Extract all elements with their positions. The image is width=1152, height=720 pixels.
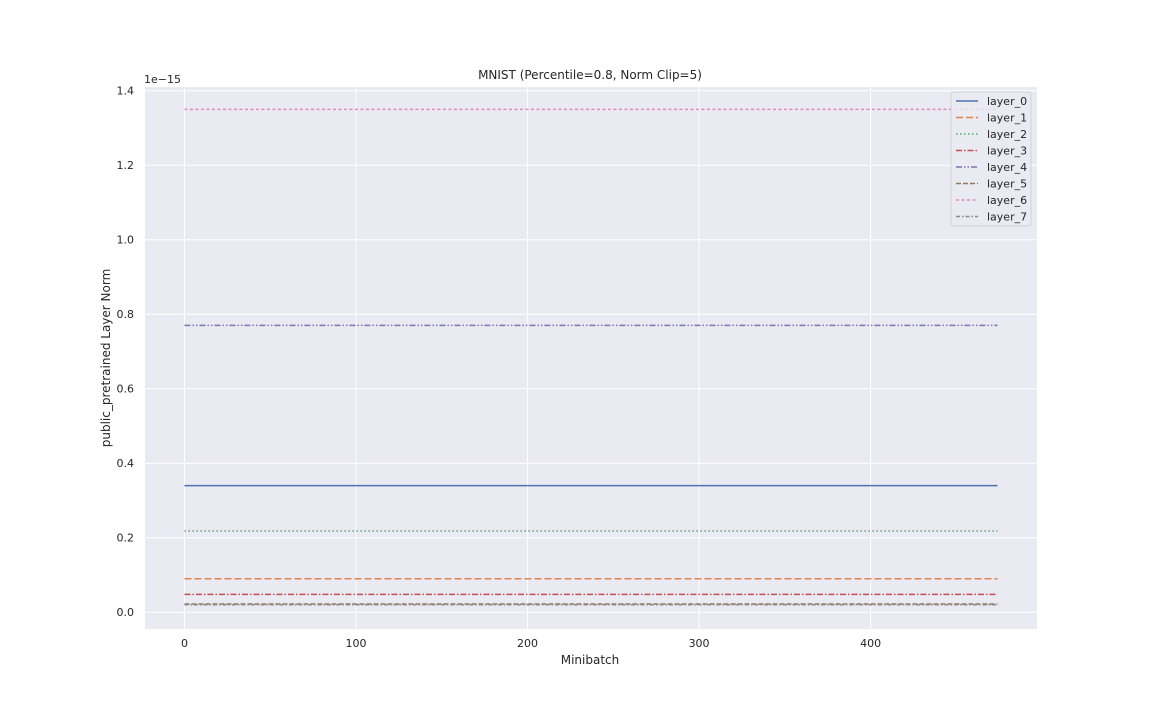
y-tick-label: 0.6	[117, 383, 135, 396]
legend: layer_0 layer_1 layer_2 layer_3 layer_4layer…	[950, 91, 1032, 227]
y-tick-label: 0.2	[117, 532, 135, 545]
y-tick-label: 1.4	[117, 85, 135, 98]
legend-frame	[950, 91, 1032, 227]
series-lines	[184, 108, 998, 606]
y-axis-label: public_pretrained Layer Norm	[99, 269, 113, 448]
y-tick-labels: 0.0 0.2 0.4 0.6 0.8 1.0 1.2 1.4	[117, 85, 135, 620]
legend-label-layer_3: layer_3	[987, 145, 1027, 158]
x-tick-labels: 0 100 200 300 400	[181, 637, 881, 650]
legend-label-layer_7: layer_7	[987, 211, 1027, 224]
legend-label-layer_2: layer_2	[987, 128, 1027, 141]
y-tick-label: 0.8	[117, 308, 135, 321]
y-tick-label: 1.2	[117, 159, 135, 172]
legend-label-layer_4: layer_4	[987, 161, 1027, 174]
grid	[145, 87, 1037, 629]
y-tick-label: 1.0	[117, 234, 135, 247]
chart-title: MNIST (Percentile=0.8, Norm Clip=5)	[478, 68, 702, 82]
x-tick-label: 300	[689, 637, 710, 650]
y-tick-label: 0.4	[117, 457, 135, 470]
legend-label-layer_1: layer_1	[987, 112, 1027, 125]
x-axis-label: Minibatch	[561, 653, 620, 667]
y-tick-label: 0.0	[117, 606, 135, 619]
x-tick-label: 400	[860, 637, 881, 650]
plot-background	[145, 87, 1037, 629]
legend-label-layer_6: layer_6	[987, 194, 1027, 207]
x-tick-label: 100	[345, 637, 366, 650]
y-offset-text: 1e−15	[144, 73, 181, 86]
legend-label-layer_5: layer_5	[987, 178, 1027, 191]
x-tick-label: 200	[517, 637, 538, 650]
legend-label-layer_0: layer_0	[987, 95, 1027, 108]
x-tick-label: 0	[181, 637, 188, 650]
